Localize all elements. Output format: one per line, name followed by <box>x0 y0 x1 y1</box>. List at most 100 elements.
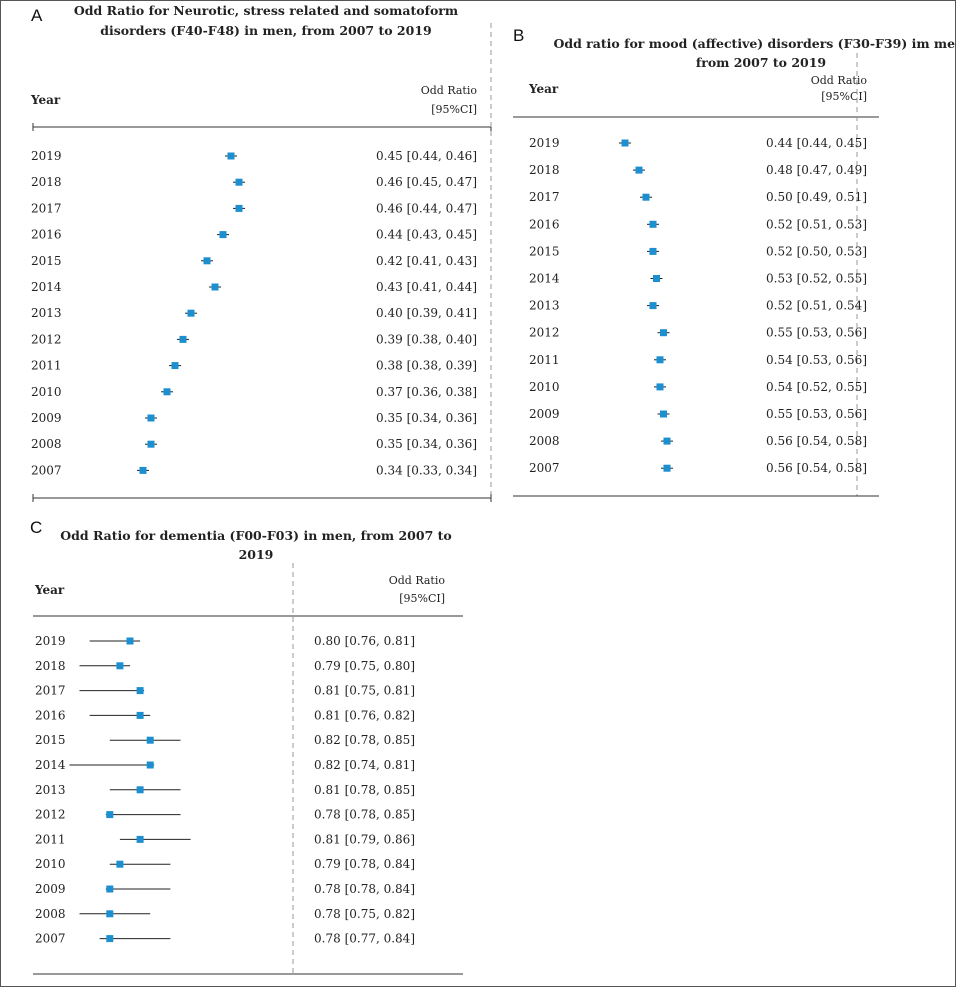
year-label: 2012 <box>529 326 560 340</box>
year-label: 2007 <box>529 461 560 475</box>
odd-ratio-marker <box>235 204 243 212</box>
odd-ratio-value: 0.80 [0.76, 0.81] <box>314 634 415 648</box>
year-label: 2008 <box>35 907 66 921</box>
odd-ratio-column-header-line-1: Odd Ratio <box>421 84 478 97</box>
odd-ratio-marker <box>136 786 144 794</box>
year-label: 2011 <box>529 353 560 367</box>
year-label: 2010 <box>35 857 66 871</box>
odd-ratio-value: 0.35 [0.34, 0.36] <box>376 411 477 425</box>
odd-ratio-marker <box>649 220 657 228</box>
odd-ratio-value: 0.46 [0.44, 0.47] <box>376 201 477 215</box>
year-label: 2009 <box>529 407 560 421</box>
odd-ratio-marker <box>126 637 134 645</box>
odd-ratio-marker <box>219 231 227 239</box>
odd-ratio-value: 0.34 [0.33, 0.34] <box>376 463 477 477</box>
odd-ratio-marker <box>621 139 629 147</box>
odd-ratio-marker <box>649 302 657 310</box>
odd-ratio-value: 0.78 [0.75, 0.82] <box>314 907 415 921</box>
odd-ratio-value: 0.50 [0.49, 0.51] <box>766 190 867 204</box>
panel-c-title-line-1: Odd Ratio for dementia (F00-F03) in men,… <box>60 528 452 543</box>
odd-ratio-value: 0.78 [0.78, 0.85] <box>314 808 415 822</box>
year-label: 2015 <box>31 254 62 268</box>
odd-ratio-marker <box>116 662 124 670</box>
year-label: 2017 <box>529 190 560 204</box>
odd-ratio-value: 0.45 [0.44, 0.46] <box>376 149 477 163</box>
odd-ratio-marker <box>653 275 660 282</box>
odd-ratio-column-header-line-2: [95%CI] <box>431 103 477 116</box>
panel-b-title-line-1: Odd ratio for mood (affective) disorders… <box>553 36 955 51</box>
year-label: 2013 <box>31 306 62 320</box>
year-label: 2014 <box>529 272 560 286</box>
year-label: 2013 <box>35 783 66 797</box>
odd-ratio-value: 0.54 [0.52, 0.55] <box>766 380 867 394</box>
odd-ratio-marker <box>136 835 144 843</box>
odd-ratio-value: 0.79 [0.75, 0.80] <box>314 659 415 673</box>
odd-ratio-marker <box>163 388 171 396</box>
year-label: 2019 <box>31 149 62 163</box>
odd-ratio-value: 0.79 [0.78, 0.84] <box>314 857 415 871</box>
odd-ratio-marker <box>211 283 219 291</box>
panel-letter-b: B <box>513 26 524 45</box>
odd-ratio-value: 0.55 [0.53, 0.56] <box>766 326 867 340</box>
odd-ratio-value: 0.81 [0.79, 0.86] <box>314 832 415 846</box>
odd-ratio-marker <box>203 257 211 265</box>
year-label: 2009 <box>35 882 66 896</box>
odd-ratio-value: 0.56 [0.54, 0.58] <box>766 434 867 448</box>
odd-ratio-value: 0.35 [0.34, 0.36] <box>376 437 477 451</box>
year-label: 2011 <box>31 359 62 373</box>
odd-ratio-marker <box>106 910 114 918</box>
odd-ratio-value: 0.81 [0.75, 0.81] <box>314 684 415 698</box>
odd-ratio-value: 0.52 [0.51, 0.54] <box>766 299 867 313</box>
odd-ratio-marker <box>663 464 671 472</box>
panel-c-title-line-2: 2019 <box>239 547 274 562</box>
year-label: 2015 <box>529 244 560 258</box>
odd-ratio-marker <box>660 329 667 337</box>
year-label: 2017 <box>31 201 62 215</box>
odd-ratio-marker <box>106 885 114 893</box>
year-label: 2018 <box>31 175 62 189</box>
odd-ratio-value: 0.82 [0.74, 0.81] <box>314 758 415 772</box>
odd-ratio-value: 0.53 [0.52, 0.55] <box>766 272 867 286</box>
panel-b-title-line-2: from 2007 to 2019 <box>696 55 826 70</box>
odd-ratio-marker <box>139 466 147 474</box>
panel-letter-c: C <box>30 518 42 537</box>
odd-ratio-marker <box>146 761 154 769</box>
odd-ratio-value: 0.43 [0.41, 0.44] <box>376 280 477 294</box>
odd-ratio-marker <box>235 178 243 186</box>
odd-ratio-marker <box>146 736 154 744</box>
year-label: 2013 <box>529 299 560 313</box>
odd-ratio-value: 0.38 [0.38, 0.39] <box>376 359 477 373</box>
odd-ratio-marker <box>106 811 114 819</box>
panel-a-title-line-1: Odd Ratio for Neurotic, stress related a… <box>74 3 458 18</box>
odd-ratio-marker <box>663 437 671 445</box>
year-label: 2016 <box>529 217 560 231</box>
odd-ratio-value: 0.54 [0.53, 0.56] <box>766 353 867 367</box>
odd-ratio-marker <box>660 410 667 418</box>
year-label: 2007 <box>35 932 66 946</box>
odd-ratio-marker <box>656 383 664 391</box>
odd-ratio-value: 0.55 [0.53, 0.56] <box>766 407 867 421</box>
year-column-header: Year <box>34 583 65 597</box>
odd-ratio-marker <box>106 935 114 943</box>
odd-ratio-marker <box>187 309 195 317</box>
odd-ratio-marker <box>136 711 144 719</box>
odd-ratio-value: 0.82 [0.78, 0.85] <box>314 733 415 747</box>
year-label: 2018 <box>35 659 66 673</box>
year-label: 2014 <box>31 280 62 294</box>
odd-ratio-value: 0.44 [0.44, 0.45] <box>766 136 867 150</box>
year-label: 2019 <box>35 634 66 648</box>
odd-ratio-value: 0.39 [0.38, 0.40] <box>376 332 477 346</box>
odd-ratio-column-header-line-2: [95%CI] <box>821 90 867 103</box>
odd-ratio-value: 0.37 [0.36, 0.38] <box>376 385 477 399</box>
year-label: 2010 <box>31 385 62 399</box>
odd-ratio-column-header-line-2: [95%CI] <box>399 592 445 605</box>
year-label: 2007 <box>31 463 62 477</box>
odd-ratio-marker <box>227 152 235 160</box>
odd-ratio-value: 0.78 [0.77, 0.84] <box>314 932 415 946</box>
odd-ratio-value: 0.78 [0.78, 0.84] <box>314 882 415 896</box>
odd-ratio-value: 0.44 [0.43, 0.45] <box>376 228 477 242</box>
odd-ratio-marker <box>136 687 144 695</box>
odd-ratio-value: 0.52 [0.50, 0.53] <box>766 244 867 258</box>
